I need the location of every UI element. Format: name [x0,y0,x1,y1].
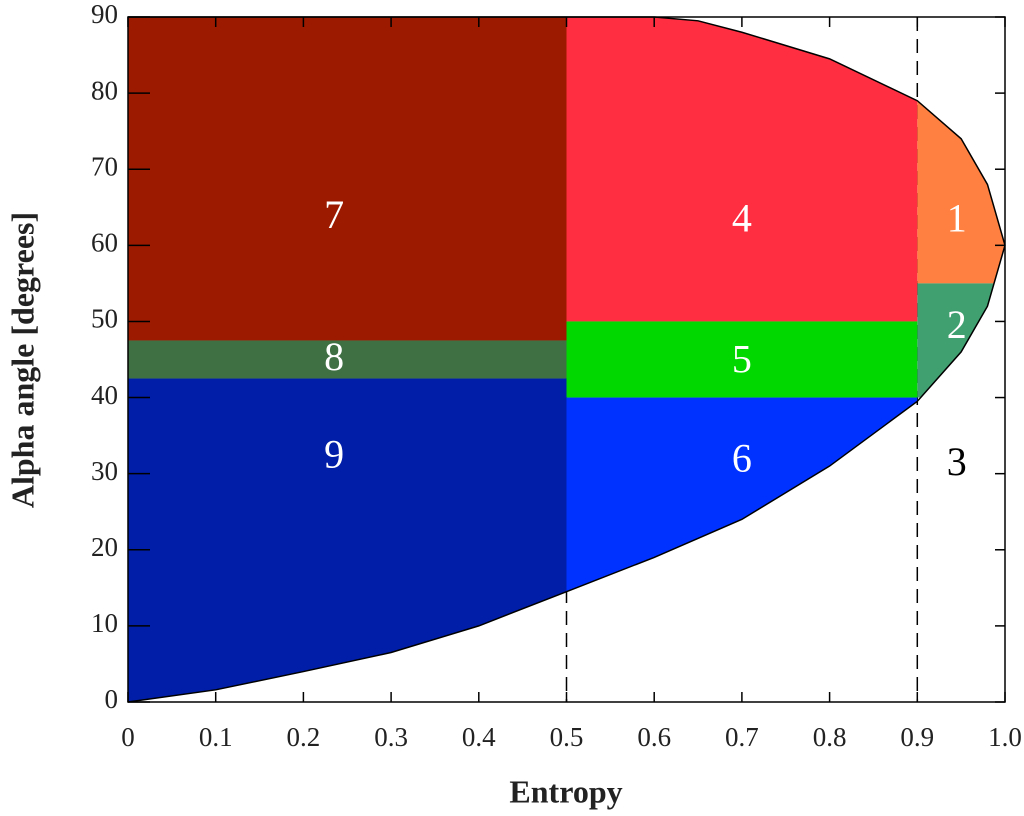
x-tick-label: 0.6 [637,722,671,752]
x-tick-label: 0.1 [199,722,233,752]
x-tick-label: 0.9 [900,722,934,752]
y-tick-label: 50 [91,304,118,334]
zone-label: 4 [732,196,752,241]
y-tick-label: 90 [91,0,118,29]
zone-label: 6 [732,435,752,480]
y-tick-label: 60 [91,228,118,258]
y-axis-title: Alpha angle [degrees] [4,212,40,508]
y-tick-label: 0 [105,684,119,714]
zone-label: 1 [947,196,967,241]
zones [128,17,1005,702]
y-tick-label: 20 [91,532,118,562]
x-tick-label: 0.3 [374,722,408,752]
zone-label: 7 [324,192,344,237]
zone-label: 5 [732,336,752,381]
zone-label: 9 [324,432,344,477]
y-tick-label: 40 [91,380,118,410]
zone [128,17,567,341]
x-tick-label: 0 [121,722,135,752]
y-tick-label: 80 [91,75,118,105]
zone-label: 8 [324,334,344,379]
zone [566,17,918,322]
x-tick-label: 0.2 [287,722,321,752]
zone [128,378,567,702]
x-tick-label: 0.4 [462,722,496,752]
y-tick-label: 30 [91,456,118,486]
y-tick-label: 70 [91,151,118,181]
x-axis-title: Entropy [509,773,622,809]
y-tick-label: 10 [91,608,118,638]
x-tick-label: 0.7 [725,722,759,752]
zone [566,321,918,398]
zone [917,17,1005,284]
lower-boundary [127,245,1006,703]
zone-label: 3 [947,439,967,484]
x-tick-label: 0.8 [813,722,847,752]
x-tick-label: 1.0 [988,722,1022,752]
x-tick-label: 0.5 [550,722,584,752]
zone [128,340,567,379]
zone-label: 2 [947,302,967,347]
